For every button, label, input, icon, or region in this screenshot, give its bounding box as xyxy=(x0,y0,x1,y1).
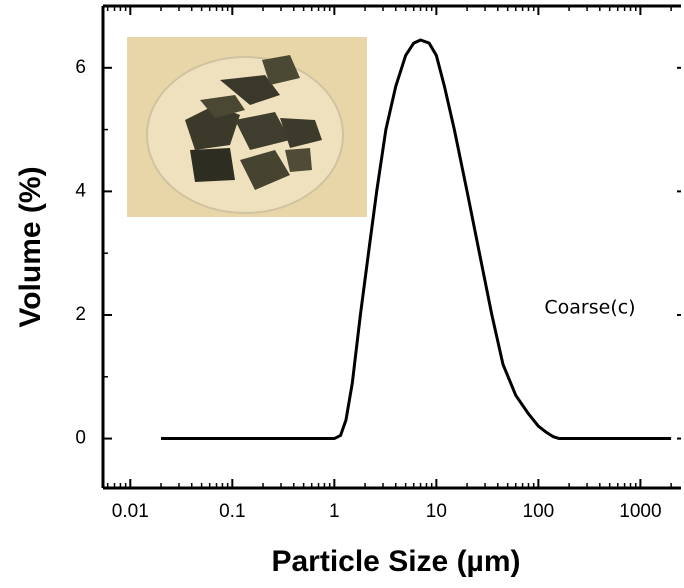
y-tick-label: 2 xyxy=(75,304,86,325)
y-tick-label: 6 xyxy=(75,57,86,78)
y-tick-label: 0 xyxy=(75,428,86,449)
x-axis-title: Particle Size (µm) xyxy=(271,545,520,578)
annotation: Coarse(c) xyxy=(544,297,635,319)
x-tick-label: 10 xyxy=(426,501,447,522)
x-tick-label: 0.01 xyxy=(112,501,149,522)
x-tick-label: 1000 xyxy=(619,501,661,522)
y-tick-label: 4 xyxy=(75,180,86,201)
inset-photo xyxy=(127,37,367,217)
x-tick-label: 100 xyxy=(523,501,555,522)
x-tick-label: 0.1 xyxy=(219,501,245,522)
y-axis-title: Volume (%) xyxy=(14,166,47,327)
chart: Coarse(c) Particle Size (µm) Volume (%) … xyxy=(0,0,684,588)
x-tick-label: 1 xyxy=(329,501,340,522)
